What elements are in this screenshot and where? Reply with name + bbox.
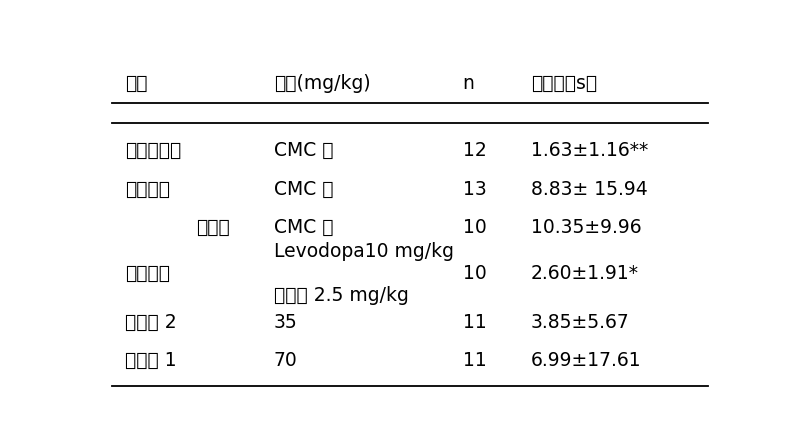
Text: 1.63±1.16**: 1.63±1.16** bbox=[531, 141, 648, 160]
Text: 11: 11 bbox=[462, 313, 486, 332]
Text: 阳性药组: 阳性药组 bbox=[125, 264, 170, 283]
Text: 13: 13 bbox=[462, 180, 486, 199]
Text: 剂量组 1: 剂量组 1 bbox=[125, 351, 177, 369]
Text: CMC 水: CMC 水 bbox=[274, 141, 333, 160]
Text: Levodopa10 mg/kg: Levodopa10 mg/kg bbox=[274, 241, 454, 260]
Text: 70: 70 bbox=[274, 351, 298, 369]
Text: 模型组: 模型组 bbox=[196, 218, 230, 237]
Text: CMC 水: CMC 水 bbox=[274, 180, 333, 199]
Text: 10.35±9.96: 10.35±9.96 bbox=[531, 218, 642, 237]
Text: 8.83± 15.94: 8.83± 15.94 bbox=[531, 180, 648, 199]
Text: 组别: 组别 bbox=[125, 74, 147, 93]
Text: 潜伏期（s）: 潜伏期（s） bbox=[531, 74, 597, 93]
Text: 3.85±5.67: 3.85±5.67 bbox=[531, 313, 630, 332]
Text: 11: 11 bbox=[462, 351, 486, 369]
Text: 12: 12 bbox=[462, 141, 486, 160]
Text: 35: 35 bbox=[274, 313, 298, 332]
Text: 苄丝肼 2.5 mg/kg: 苄丝肼 2.5 mg/kg bbox=[274, 286, 409, 305]
Text: 2.60±1.91*: 2.60±1.91* bbox=[531, 264, 639, 283]
Text: 6.99±17.61: 6.99±17.61 bbox=[531, 351, 642, 369]
Text: 剂量组 2: 剂量组 2 bbox=[125, 313, 177, 332]
Text: 剂量(mg/kg): 剂量(mg/kg) bbox=[274, 74, 370, 93]
Text: 假手术组: 假手术组 bbox=[125, 180, 170, 199]
Text: 正常对照组: 正常对照组 bbox=[125, 141, 181, 160]
Text: 10: 10 bbox=[462, 218, 486, 237]
Text: 10: 10 bbox=[462, 264, 486, 283]
Text: CMC 水: CMC 水 bbox=[274, 218, 333, 237]
Text: n: n bbox=[462, 74, 474, 93]
